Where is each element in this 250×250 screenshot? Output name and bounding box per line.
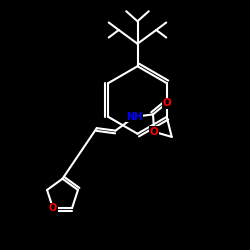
Text: NH: NH <box>126 112 142 122</box>
Text: O: O <box>49 203 57 213</box>
Text: O: O <box>162 98 171 108</box>
Text: O: O <box>150 127 158 137</box>
